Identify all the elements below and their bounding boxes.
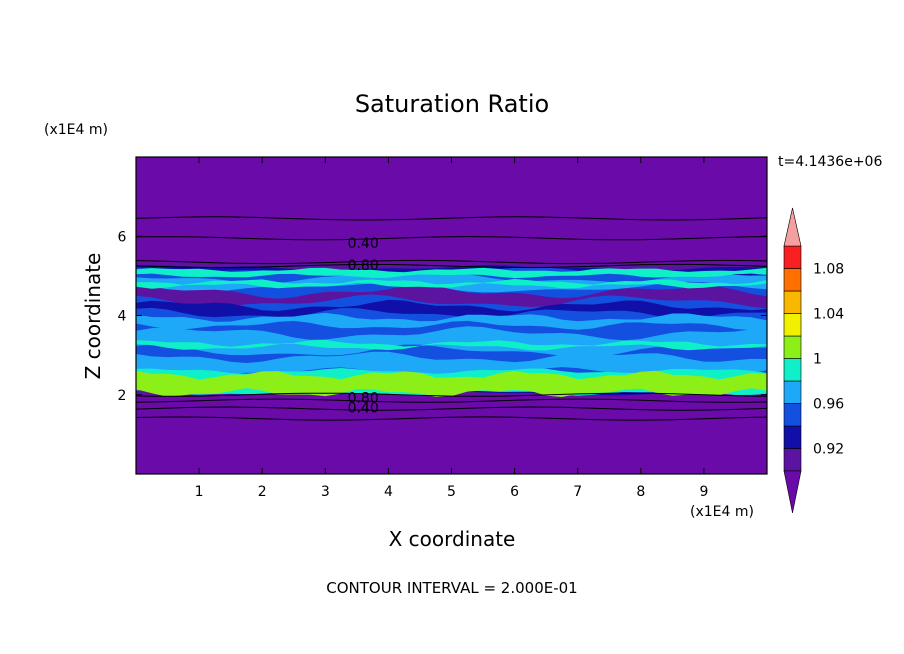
- colorbar-segment-7: [783, 290, 802, 314]
- saturation-band-9: [136, 299, 767, 320]
- contour-line-2: [136, 259, 767, 265]
- plot-area: [136, 157, 767, 474]
- x-tick-label: 4: [384, 484, 393, 500]
- contour-interval-footer: CONTOUR INTERVAL = 2.000E-01: [326, 579, 577, 597]
- colorbar-tick-label: 0.96: [813, 397, 844, 413]
- y-tick-label: 6: [118, 229, 127, 245]
- colorbar-segment-2: [783, 403, 802, 427]
- contour-line-1: [136, 236, 767, 241]
- contour-line-3: [136, 263, 767, 268]
- colorbar-segment-8: [783, 268, 802, 292]
- y-axis-label: Z coordinate: [81, 253, 105, 380]
- contour-lines: [136, 216, 767, 421]
- colorbar-segment-4: [783, 358, 802, 382]
- contour-line-7: [136, 416, 767, 421]
- y-tick-label: 4: [118, 309, 127, 325]
- colorbar-segment-5: [783, 335, 802, 359]
- x-tick-label: 5: [447, 484, 456, 500]
- colorbar-segment-1: [783, 425, 802, 449]
- y-axis-ticks: 2 4 6: [118, 229, 767, 404]
- saturation-band-11: [136, 339, 767, 351]
- colorbar-segment-6: [783, 313, 802, 337]
- colorbar-under-arrow: [783, 470, 802, 514]
- x-tick-label: 2: [258, 484, 267, 500]
- y-axis-unit: (x1E4 m): [44, 122, 108, 138]
- colorbar: 0.92 0.96 1 1.04 1.08: [783, 207, 844, 514]
- saturation-band-6: [136, 370, 767, 397]
- saturation-band-8: [136, 284, 767, 309]
- x-tick-label: 3: [321, 484, 330, 500]
- contour-label-3: 0.40: [348, 401, 379, 417]
- saturation-band-13: [136, 278, 767, 289]
- contour-label-2: 0.80: [348, 391, 379, 407]
- contour-line-6: [136, 406, 767, 411]
- saturation-bands: [136, 264, 767, 397]
- colorbar-tick-label: 0.92: [813, 442, 844, 458]
- saturation-band-7: [136, 272, 767, 294]
- colorbar-tick-label: 1.08: [813, 262, 844, 278]
- contour-line-0: [136, 216, 767, 221]
- contour-labels: 0.400.800.800.40: [348, 236, 379, 416]
- colorbar-segment-3: [783, 380, 802, 404]
- contour-label-1: 0.80: [348, 258, 379, 274]
- time-label: t=4.1436e+06: [778, 154, 882, 170]
- x-tick-label: 1: [195, 484, 204, 500]
- contour-line-5: [136, 398, 767, 403]
- colorbar-segment-0: [783, 448, 802, 472]
- chart-title: Saturation Ratio: [355, 90, 549, 118]
- x-tick-label: 8: [636, 484, 645, 500]
- saturation-band-12: [136, 267, 767, 279]
- colorbar-over-arrow: [783, 207, 802, 247]
- y-tick-label: 2: [118, 388, 127, 404]
- x-tick-label: 9: [699, 484, 708, 500]
- x-tick-label: 7: [573, 484, 582, 500]
- contour-line-4: [136, 392, 767, 397]
- contour-label-0: 0.40: [348, 236, 379, 252]
- x-axis-label: X coordinate: [389, 527, 516, 551]
- x-axis-ticks: 1 2 3 4 5 6 7 8 9: [195, 157, 708, 500]
- x-axis-unit: (x1E4 m): [690, 504, 754, 520]
- colorbar-tick-label: 1: [813, 352, 822, 368]
- x-tick-label: 6: [510, 484, 519, 500]
- colorbar-segment-9: [783, 245, 802, 269]
- colorbar-tick-label: 1.04: [813, 307, 844, 323]
- saturation-band-10: [136, 312, 767, 331]
